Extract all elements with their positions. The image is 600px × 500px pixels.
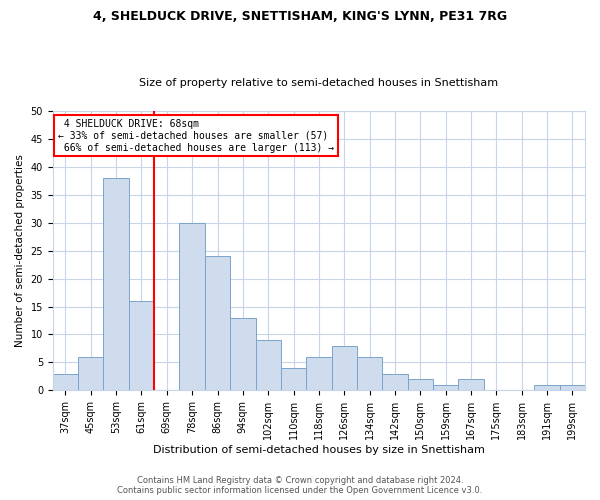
Bar [535, 385, 560, 390]
Text: Contains HM Land Registry data © Crown copyright and database right 2024.
Contai: Contains HM Land Registry data © Crown c… [118, 476, 482, 495]
Bar [205, 256, 230, 390]
X-axis label: Distribution of semi-detached houses by size in Snettisham: Distribution of semi-detached houses by … [153, 445, 485, 455]
Bar [407, 379, 433, 390]
Bar [281, 368, 306, 390]
Y-axis label: Number of semi-detached properties: Number of semi-detached properties [15, 154, 25, 347]
Bar [357, 357, 382, 390]
Bar [382, 374, 407, 390]
Bar [458, 379, 484, 390]
Bar [560, 385, 585, 390]
Bar [129, 301, 154, 390]
Text: 4, SHELDUCK DRIVE, SNETTISHAM, KING'S LYNN, PE31 7RG: 4, SHELDUCK DRIVE, SNETTISHAM, KING'S LY… [93, 10, 507, 23]
Bar [103, 178, 129, 390]
Bar [78, 357, 103, 390]
Title: Size of property relative to semi-detached houses in Snettisham: Size of property relative to semi-detach… [139, 78, 499, 88]
Bar [230, 318, 256, 390]
Bar [332, 346, 357, 391]
Bar [306, 357, 332, 390]
Text: 4 SHELDUCK DRIVE: 68sqm
← 33% of semi-detached houses are smaller (57)
 66% of s: 4 SHELDUCK DRIVE: 68sqm ← 33% of semi-de… [58, 120, 334, 152]
Bar [256, 340, 281, 390]
Bar [179, 222, 205, 390]
Bar [53, 374, 78, 390]
Bar [433, 385, 458, 390]
